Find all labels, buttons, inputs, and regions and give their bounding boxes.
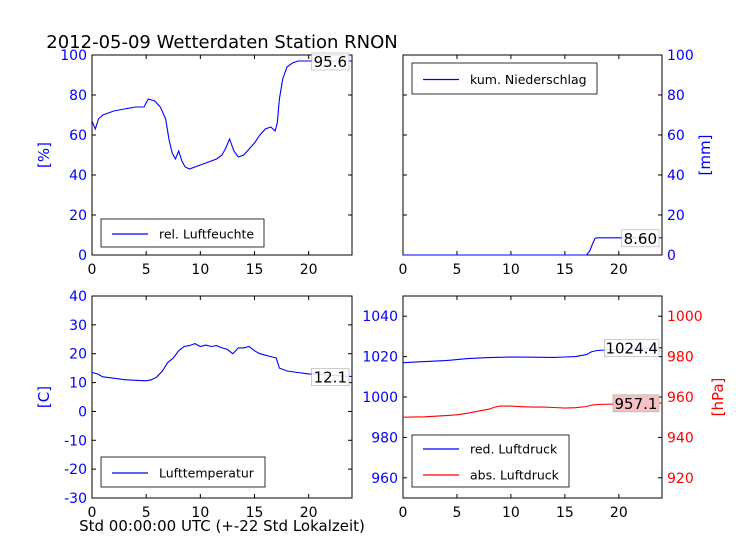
data-label-box (604, 339, 660, 358)
x-tick-label: 20 (610, 505, 628, 521)
plot-frame (91, 295, 353, 499)
figure-title: 2012-05-09 Wetterdaten Station RNON (46, 32, 397, 53)
y-axis-label: [C] (35, 386, 53, 408)
figure-xlabel: Std 00:00:00 UTC (+-22 Std Lokalzeit) (79, 517, 365, 535)
series-line-temperature-0 (91, 342, 353, 382)
data-label: 957.1 (615, 395, 658, 413)
legend-box (100, 218, 265, 248)
x-tick-label: 0 (399, 262, 408, 278)
y-tick-label: 80 (69, 88, 87, 104)
x-tick-label: 10 (191, 505, 209, 521)
y2-tick-label: 920 (667, 471, 694, 487)
legend-label: red. Luftdruck (470, 442, 558, 457)
chart-precipitation: 0 5 10 15 20 0 20 40 60 80 100 [mm] 8.60 kum. Nieders… (399, 48, 714, 278)
data-label: 1024.4 (605, 340, 658, 358)
y-tick-label: 0 (78, 248, 87, 264)
y-tick-label: -10 (64, 433, 87, 449)
x-tick-label: 20 (610, 262, 628, 278)
x-tick-label: 0 (399, 505, 408, 521)
legend-box (411, 62, 598, 95)
y-tick-label: 10 (69, 376, 87, 392)
y2-tick-label: 940 (667, 430, 694, 446)
x-tick-label: 5 (142, 262, 151, 278)
data-label-box (612, 394, 660, 413)
chart-pressure: 0 5 10 15 20 960 980 1000 1020 1040 920 940 960 980 10… (362, 295, 727, 521)
data-label: 8.60 (624, 230, 657, 248)
y2-tick-label: 960 (667, 390, 694, 406)
plot-frame (91, 54, 353, 256)
chart-temperature: 0 5 10 15 20 -30 -20 -10 0 10 20 30 40 [C] 12.1 Lufttem… (35, 289, 353, 521)
x-tick-label: 5 (452, 505, 461, 521)
y-tick-label: 100 (667, 48, 694, 64)
data-label-box (621, 229, 660, 248)
data-label: 95.6 (314, 53, 347, 71)
x-tick-label: 20 (300, 262, 318, 278)
x-tick-label: 5 (452, 262, 461, 278)
y-tick-label: 40 (69, 289, 87, 305)
y-tick-label: 960 (371, 471, 398, 487)
legend-label: abs. Luftdruck (470, 468, 560, 483)
x-tick-label: 15 (556, 505, 574, 521)
y-tick-label: 20 (69, 347, 87, 363)
legend-label: kum. Niederschlag (470, 72, 587, 87)
series-line-pressure-1 (402, 402, 663, 418)
chart-humidity: 0 5 10 15 20 0 20 40 60 80 100 [%] 95.6 rel. Luftfeuc… (35, 48, 353, 278)
legend-box (100, 456, 266, 488)
y-tick-label: 40 (667, 168, 685, 184)
x-tick-label: 5 (142, 505, 151, 521)
data-label-box (311, 368, 350, 386)
y-tick-label: 0 (667, 248, 676, 264)
y-tick-label: 60 (69, 128, 87, 144)
y-tick-label: 20 (69, 208, 87, 224)
y-axis-label: [mm] (696, 135, 714, 176)
x-tick-label: 0 (88, 262, 97, 278)
x-tick-label: 15 (246, 505, 264, 521)
x-tick-label: 10 (502, 262, 520, 278)
y-tick-label: 1020 (362, 350, 398, 366)
y-tick-label: -20 (64, 462, 87, 478)
x-tick-label: 0 (88, 505, 97, 521)
y2-tick-label: 1000 (667, 309, 703, 325)
legend-label: rel. Luftfeuchte (159, 227, 254, 242)
y-tick-label: -30 (64, 491, 87, 507)
x-tick-label: 15 (556, 262, 574, 278)
x-tick-label: 20 (300, 505, 318, 521)
x-tick-label: 10 (191, 262, 209, 278)
y2-axis-label: [hPa] (709, 378, 727, 417)
y-tick-label: 30 (69, 318, 87, 334)
y-tick-label: 60 (667, 128, 685, 144)
x-tick-label: 10 (502, 505, 520, 521)
y-tick-label: 100 (60, 48, 87, 64)
x-tick-label: 15 (246, 262, 264, 278)
y-tick-label: 1040 (362, 309, 398, 325)
y-axis-label: [%] (35, 142, 53, 168)
legend-box (411, 434, 570, 488)
data-label-box (311, 52, 350, 71)
series-line-humidity-0 (91, 60, 352, 170)
y-tick-label: 20 (667, 208, 685, 224)
y-tick-label: 80 (667, 88, 685, 104)
y-tick-label: 980 (371, 430, 398, 446)
legend-label: Lufttemperatur (159, 466, 255, 481)
y-tick-label: 40 (69, 168, 87, 184)
data-label: 12.1 (314, 369, 347, 387)
y-tick-label: 1000 (362, 390, 398, 406)
y2-tick-label: 980 (667, 350, 694, 366)
y-tick-label: 0 (78, 404, 87, 420)
